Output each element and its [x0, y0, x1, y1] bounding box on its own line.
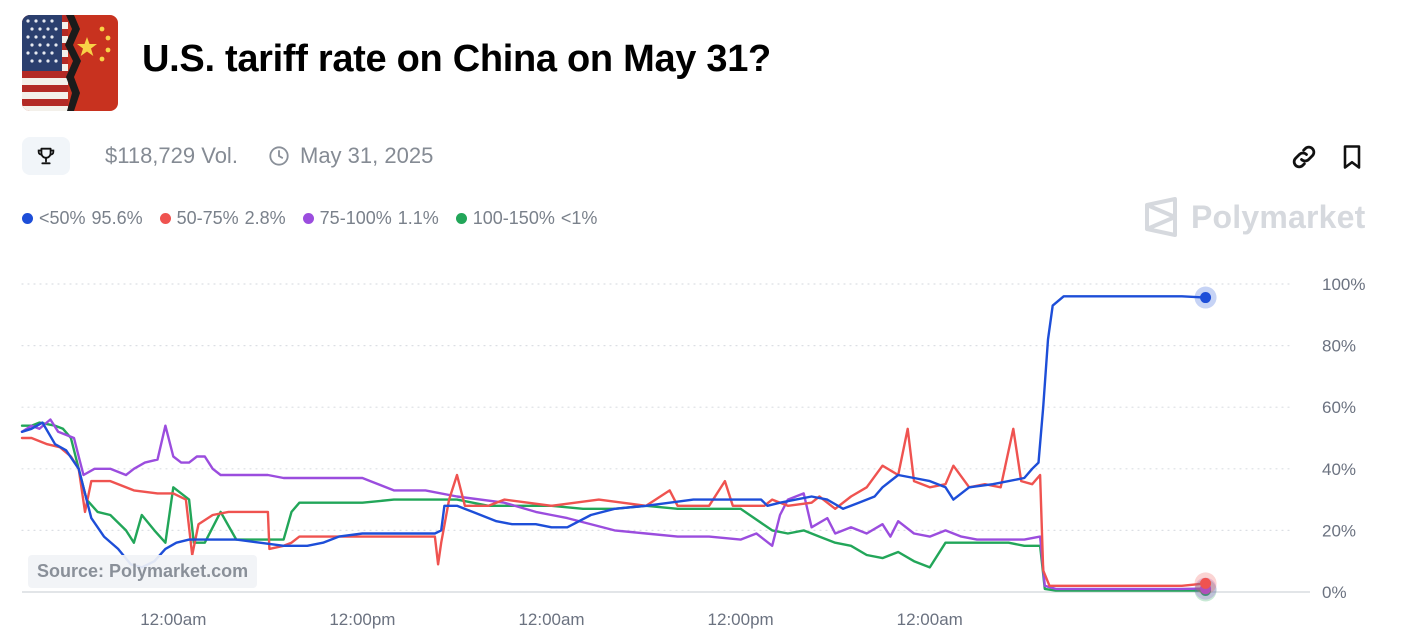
us-china-flags-icon	[22, 15, 118, 111]
chart-legend: <50% 95.6% 50-75% 2.8% 75-100% 1.1% 100-…	[22, 208, 597, 229]
series-line	[20, 418, 1207, 591]
legend-item-lt50: <50% 95.6%	[22, 208, 143, 229]
legend-name: 100-150%	[472, 208, 555, 228]
x-tick-label: 12:00am	[518, 610, 584, 629]
brand-name: Polymarket	[1191, 198, 1366, 235]
link-icon[interactable]	[1289, 142, 1319, 172]
legend-dot	[159, 213, 171, 224]
legend-dot	[455, 213, 467, 224]
legend-item-100-150: 100-150% <1%	[455, 208, 598, 229]
clock-icon	[269, 146, 289, 166]
bookmark-icon[interactable]	[1338, 142, 1366, 172]
x-tick-label: 12:00pm	[329, 610, 395, 629]
page-title: U.S. tariff rate on China on May 31?	[142, 38, 771, 80]
trophy-button[interactable]	[22, 137, 70, 175]
series-endpoint	[1200, 292, 1212, 304]
x-tick-label: 12:00am	[897, 610, 963, 629]
legend-item-50-75: 50-75% 2.8%	[159, 208, 286, 229]
legend-value: 2.8%	[244, 208, 286, 228]
y-tick-label: 40%	[1322, 460, 1356, 479]
legend-name: 75-100%	[319, 208, 392, 228]
legend-value: <1%	[560, 208, 598, 228]
volume-text: $118,729 Vol.	[105, 143, 238, 168]
y-tick-label: 20%	[1322, 521, 1356, 540]
polymarket-logo-icon	[1145, 197, 1177, 237]
x-tick-label: 12:00am	[140, 610, 206, 629]
y-tick-label: 0%	[1322, 583, 1347, 602]
trophy-icon	[37, 147, 55, 165]
legend-value: 95.6%	[91, 208, 143, 228]
source-label: Source: Polymarket.com	[28, 555, 258, 588]
y-tick-label: 100%	[1322, 275, 1365, 294]
legend-dot	[22, 213, 33, 224]
end-date-text: May 31, 2025	[300, 143, 434, 168]
legend-dot	[302, 213, 314, 224]
y-tick-label: 80%	[1322, 337, 1356, 356]
legend-value: 1.1%	[397, 208, 439, 228]
legend-name: 50-75%	[176, 208, 239, 228]
polymarket-logo: Polymarket	[1143, 197, 1366, 237]
series-line	[20, 295, 1207, 569]
series-endpoint	[1200, 577, 1212, 589]
legend-name: <50%	[39, 208, 86, 228]
y-tick-label: 60%	[1322, 398, 1356, 417]
legend-item-75-100: 75-100% 1.1%	[302, 208, 439, 229]
x-tick-label: 12:00pm	[708, 610, 774, 629]
